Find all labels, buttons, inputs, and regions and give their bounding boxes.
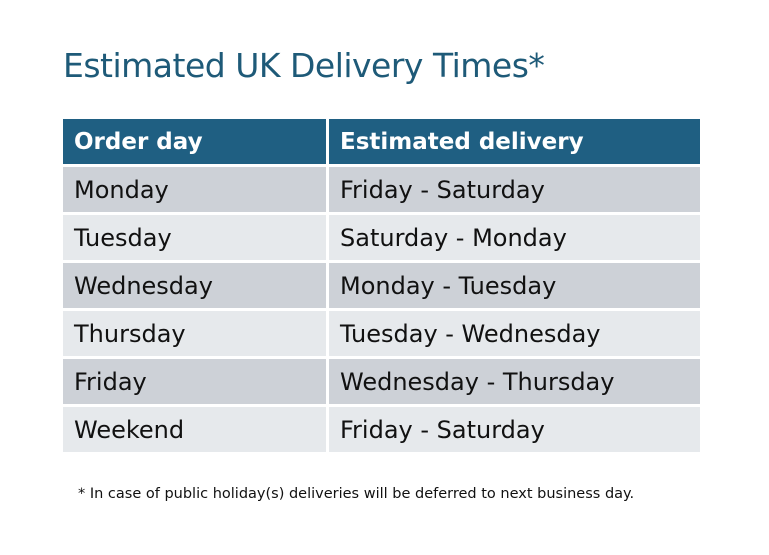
table-row: Tuesday Saturday - Monday [63, 215, 700, 260]
table-row: Weekend Friday - Saturday [63, 407, 700, 452]
order-day-cell: Wednesday [63, 263, 326, 308]
header-row: Order day Estimated delivery [63, 119, 700, 164]
delivery-table: Order day Estimated delivery Monday Frida… [60, 116, 703, 455]
footnote: * In case of public holiday(s) deliverie… [78, 486, 635, 502]
estimated-delivery-cell: Saturday - Monday [329, 215, 700, 260]
table-row: Wednesday Monday - Tuesday [63, 263, 700, 308]
header-estimated-delivery: Estimated delivery [329, 119, 700, 164]
table-row: Monday Friday - Saturday [63, 167, 700, 212]
order-day-cell: Monday [63, 167, 326, 212]
estimated-delivery-cell: Friday - Saturday [329, 167, 700, 212]
order-day-cell: Thursday [63, 311, 326, 356]
estimated-delivery-cell: Tuesday - Wednesday [329, 311, 700, 356]
estimated-delivery-cell: Monday - Tuesday [329, 263, 700, 308]
header-order-day: Order day [63, 119, 326, 164]
table-row: Thursday Tuesday - Wednesday [63, 311, 700, 356]
estimated-delivery-cell: Wednesday - Thursday [329, 359, 700, 404]
order-day-cell: Tuesday [63, 215, 326, 260]
estimated-delivery-cell: Friday - Saturday [329, 407, 700, 452]
order-day-cell: Friday [63, 359, 326, 404]
order-day-cell: Weekend [63, 407, 326, 452]
page-title: Estimated UK Delivery Times* [63, 46, 545, 85]
table-row: Friday Wednesday - Thursday [63, 359, 700, 404]
